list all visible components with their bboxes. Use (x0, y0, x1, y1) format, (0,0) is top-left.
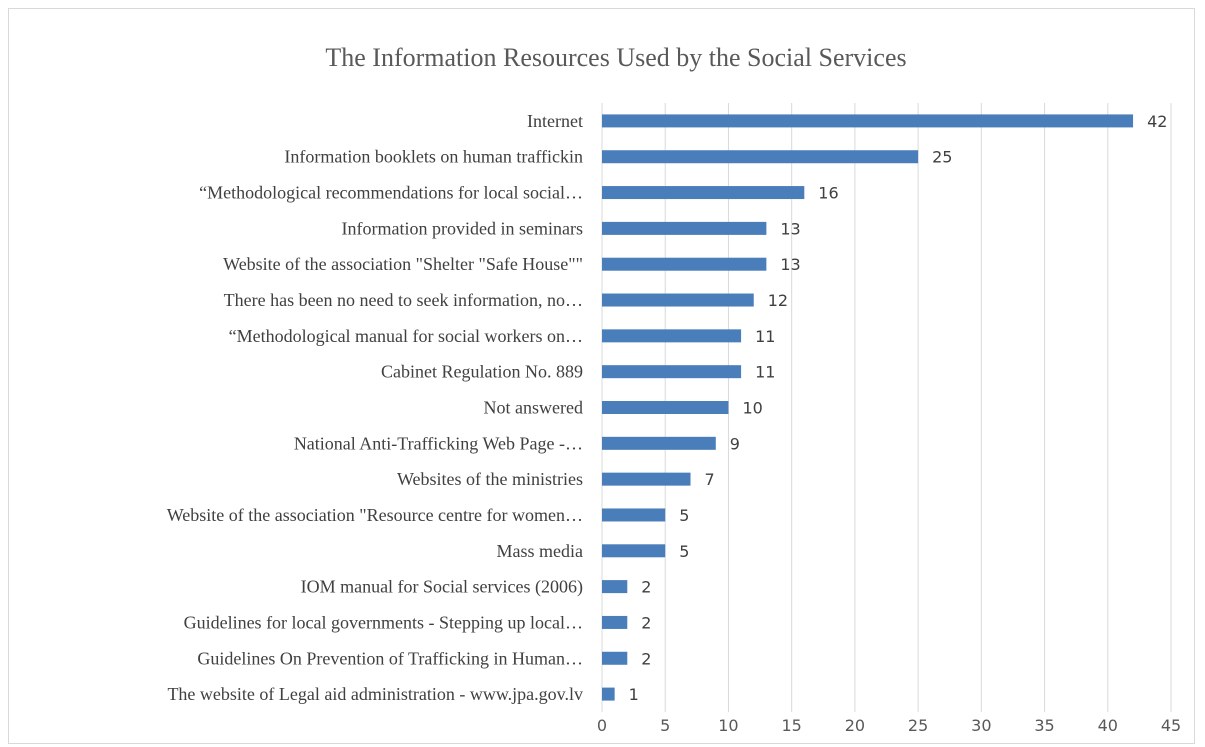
data-label: 13 (780, 219, 800, 238)
category-label: Not answered (484, 398, 583, 418)
x-tick-label: 45 (1161, 716, 1181, 735)
category-label: Website of the association "Resource cen… (167, 505, 583, 525)
bar (602, 114, 1134, 128)
category-label: National Anti-Trafficking Web Page -… (294, 433, 583, 453)
bar (602, 293, 754, 307)
bar (602, 436, 716, 450)
bar (602, 615, 628, 629)
data-label: 5 (679, 506, 689, 525)
data-label: 25 (932, 148, 952, 167)
data-label: 1 (629, 685, 639, 704)
bar (602, 508, 666, 522)
bars (602, 114, 1134, 701)
data-label: 42 (1147, 112, 1167, 131)
x-tick-label: 35 (1034, 716, 1054, 735)
category-label: Mass media (497, 541, 583, 561)
data-label: 11 (755, 363, 775, 382)
x-tick-label: 20 (845, 716, 865, 735)
data-label: 9 (730, 434, 740, 453)
category-label: Information booklets on human traffickin (284, 147, 583, 167)
data-label: 12 (768, 291, 788, 310)
bar (602, 472, 691, 486)
category-label: “Methodological manual for social worker… (229, 326, 583, 346)
category-label: There has been no need to seek informati… (224, 290, 583, 310)
x-tick-label: 40 (1098, 716, 1118, 735)
category-labels: Internet Information booklets on human tr… (167, 111, 583, 704)
data-label: 16 (818, 184, 838, 203)
bar (602, 580, 628, 594)
bar (602, 221, 767, 235)
bar (602, 687, 615, 701)
x-tick-label: 10 (718, 716, 738, 735)
bar (602, 544, 666, 558)
x-tick-label: 5 (660, 716, 670, 735)
data-label: 2 (641, 649, 651, 668)
bar (602, 150, 919, 164)
category-label: Websites of the ministries (397, 469, 583, 489)
category-label: The website of Legal aid administration … (167, 684, 583, 704)
category-label: Cabinet Regulation No. 889 (381, 362, 583, 382)
bar (602, 401, 729, 414)
data-label: 11 (755, 327, 775, 346)
category-label: Information provided in seminars (342, 218, 583, 238)
chart-title: The Information Resources Used by the So… (325, 43, 906, 72)
data-label: 2 (641, 578, 651, 597)
category-label: Website of the association "Shelter "Saf… (223, 254, 583, 274)
bar (602, 257, 767, 271)
bar (602, 186, 805, 200)
data-label: 13 (780, 255, 800, 274)
category-label: “Methodological recommendations for loca… (199, 183, 583, 203)
category-label: Guidelines On Prevention of Trafficking … (197, 648, 583, 668)
x-tick-labels: 0 5 10 15 20 25 30 35 40 45 (597, 716, 1181, 735)
x-tick-label: 0 (597, 716, 607, 735)
category-label: Guidelines for local governments - Stepp… (184, 612, 583, 632)
bar (602, 651, 628, 665)
bar (602, 329, 742, 343)
data-label: 5 (679, 542, 689, 561)
category-label: Internet (527, 111, 583, 131)
bar (602, 365, 742, 379)
data-label: 7 (705, 470, 715, 489)
data-label: 2 (641, 613, 651, 632)
x-tick-label: 30 (971, 716, 991, 735)
x-tick-label: 25 (908, 716, 928, 735)
x-tick-label: 15 (781, 716, 801, 735)
gridlines (601, 103, 1172, 712)
data-label: 10 (742, 399, 762, 418)
category-label: IOM manual for Social services (2006) (301, 577, 583, 598)
